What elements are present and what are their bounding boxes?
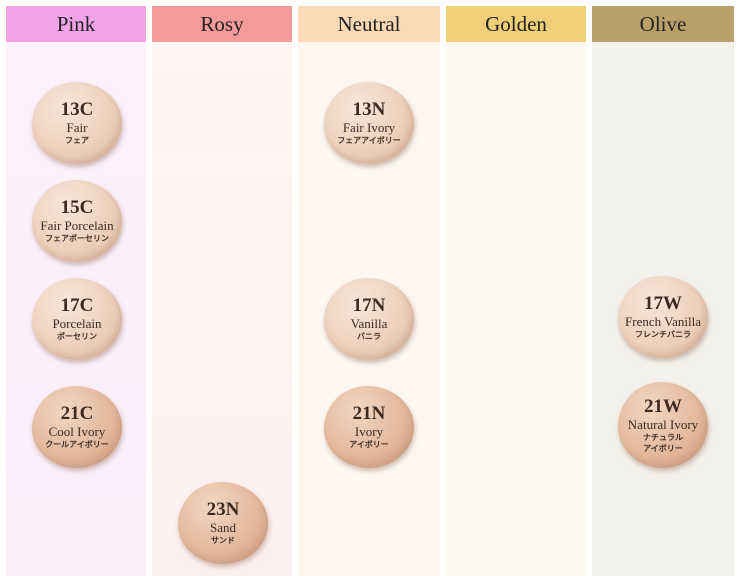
shade-swatch-21c[interactable]: 21C Cool Ivory クールアイボリー: [32, 386, 122, 468]
shade-swatch-17c[interactable]: 17C Porcelain ポーセリン: [32, 278, 122, 360]
shade-name-jp: クールアイボリー: [45, 440, 109, 449]
shade-swatch-21w[interactable]: 21W Natural Ivory ナチュラル アイボリー: [618, 382, 708, 468]
shade-name: Fair Ivory: [342, 120, 396, 135]
column-rosy: Rosy 23N Sand サンド: [152, 6, 292, 576]
shade-name-jp: アイボリー: [349, 440, 389, 449]
shade-name: Fair Porcelain: [40, 218, 114, 233]
shade-name-jp: フェアアイボリー: [337, 136, 401, 145]
column-body-rosy: 23N Sand サンド: [152, 42, 292, 576]
shade-code: 13N: [352, 99, 386, 120]
shade-code: 17C: [60, 295, 94, 316]
shade-swatch-13n[interactable]: 13N Fair Ivory フェアアイボリー: [324, 82, 414, 164]
shade-code: 21W: [644, 395, 682, 417]
column-olive: Olive 17W French Vanilla フレンチバニラ 21W Nat…: [592, 6, 734, 576]
shade-code: 17W: [644, 293, 682, 314]
shade-swatch-17w[interactable]: 17W French Vanilla フレンチバニラ: [618, 276, 708, 358]
column-header-golden: Golden: [446, 6, 586, 42]
column-body-pink: 13C Fair フェア 15C Fair Porcelain フェアポーセリン…: [6, 42, 146, 576]
shade-name-jp-line2: アイボリー: [643, 443, 683, 453]
shade-name: Ivory: [354, 424, 384, 439]
shade-name: Sand: [210, 520, 236, 535]
column-body-neutral: 13N Fair Ivory フェアアイボリー 17N Vanilla バニラ …: [298, 42, 440, 576]
shade-name: Porcelain: [52, 316, 102, 331]
column-header-pink: Pink: [6, 6, 146, 42]
shade-code: 21C: [60, 403, 94, 424]
column-body-olive: 17W French Vanilla フレンチバニラ 21W Natural I…: [592, 42, 734, 576]
shade-name-jp: ポーセリン: [57, 332, 97, 341]
shade-name: Vanilla: [350, 316, 388, 331]
shade-name-jp: ナチュラル: [643, 432, 683, 442]
shade-name-jp: バニラ: [357, 332, 381, 341]
shade-name: Natural Ivory: [627, 416, 699, 432]
shade-name-jp: サンド: [211, 536, 235, 545]
shade-code: 21N: [352, 403, 386, 424]
shade-swatch-15c[interactable]: 15C Fair Porcelain フェアポーセリン: [32, 180, 122, 262]
column-neutral: Neutral 13N Fair Ivory フェアアイボリー 17N Vani…: [298, 6, 440, 576]
shade-swatch-13c[interactable]: 13C Fair フェア: [32, 82, 122, 164]
shade-name: Cool Ivory: [48, 424, 106, 439]
shade-name-jp: フェアポーセリン: [45, 234, 109, 243]
column-pink: Pink 13C Fair フェア 15C Fair Porcelain フェア…: [6, 6, 146, 576]
shade-name-jp: フレンチバニラ: [635, 330, 691, 339]
shade-swatch-23n[interactable]: 23N Sand サンド: [178, 482, 268, 564]
shade-code: 13C: [60, 99, 94, 120]
shade-swatch-17n[interactable]: 17N Vanilla バニラ: [324, 278, 414, 360]
shade-name-jp: フェア: [65, 136, 89, 145]
shade-code: 17N: [352, 295, 386, 316]
shade-code: 15C: [60, 197, 94, 218]
shade-swatch-21n[interactable]: 21N Ivory アイボリー: [324, 386, 414, 468]
shade-name: French Vanilla: [625, 314, 701, 329]
shade-code: 23N: [206, 499, 240, 520]
column-header-rosy: Rosy: [152, 6, 292, 42]
shade-name: Fair: [66, 120, 88, 135]
column-body-golden: [446, 42, 586, 576]
column-header-olive: Olive: [592, 6, 734, 42]
column-header-neutral: Neutral: [298, 6, 440, 42]
column-golden: Golden: [446, 6, 586, 576]
